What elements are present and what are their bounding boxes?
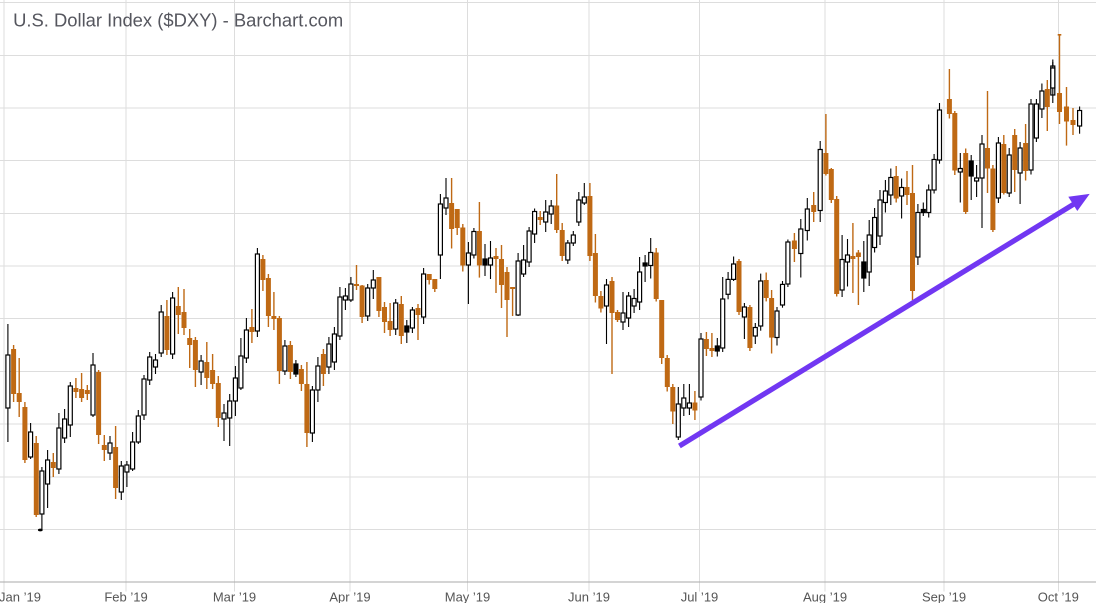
svg-text:Jan ’19: Jan ’19: [0, 590, 41, 604]
svg-text:Sep ’19: Sep ’19: [922, 590, 966, 604]
svg-text:May ’19: May ’19: [445, 590, 491, 604]
svg-text:Apr ’19: Apr ’19: [329, 590, 370, 604]
svg-text:Jul ’19: Jul ’19: [681, 590, 719, 604]
svg-text:U.S. Dollar Index ($DXY) - Bar: U.S. Dollar Index ($DXY) - Barchart.com: [13, 9, 343, 30]
svg-text:Mar ’19: Mar ’19: [213, 590, 256, 604]
svg-text:Jun ’19: Jun ’19: [568, 590, 610, 604]
svg-text:Aug ’19: Aug ’19: [803, 590, 847, 604]
svg-text:Oct ’19: Oct ’19: [1038, 590, 1079, 604]
svg-text:Feb ’19: Feb ’19: [104, 590, 147, 604]
